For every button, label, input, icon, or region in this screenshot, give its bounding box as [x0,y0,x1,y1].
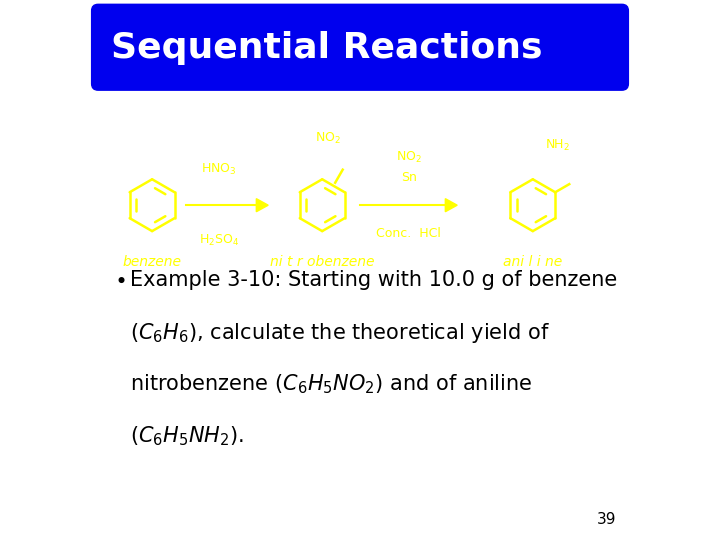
Text: NO$_2$: NO$_2$ [395,150,422,165]
Text: NO$_2$: NO$_2$ [315,131,341,146]
Text: ni t r obenzene: ni t r obenzene [270,255,374,269]
Polygon shape [256,199,269,212]
Polygon shape [445,199,457,212]
Text: Sequential Reactions: Sequential Reactions [111,31,542,64]
Text: nitrobenzene $(C_6H_5NO_2)$ and of aniline: nitrobenzene $(C_6H_5NO_2)$ and of anili… [130,373,533,396]
Text: H$_2$SO$_4$: H$_2$SO$_4$ [199,233,239,248]
Text: $\bullet$: $\bullet$ [114,270,126,290]
Text: NH$_2$: NH$_2$ [544,138,570,153]
Text: Example 3-10: Starting with 10.0 g of benzene: Example 3-10: Starting with 10.0 g of be… [130,270,618,290]
Text: Sn: Sn [400,171,417,184]
Text: Conc.  HCl: Conc. HCl [376,227,441,240]
Text: ani l i ne: ani l i ne [503,255,562,269]
Text: benzene: benzene [122,255,181,269]
Text: 39: 39 [597,511,616,526]
Text: $(C_6H_5NH_2)$.: $(C_6H_5NH_2)$. [130,424,244,448]
FancyBboxPatch shape [91,4,629,90]
Text: $(C_6H_6)$, calculate the theoretical yield of: $(C_6H_6)$, calculate the theoretical yi… [130,321,550,345]
Text: HNO$_3$: HNO$_3$ [202,162,237,177]
